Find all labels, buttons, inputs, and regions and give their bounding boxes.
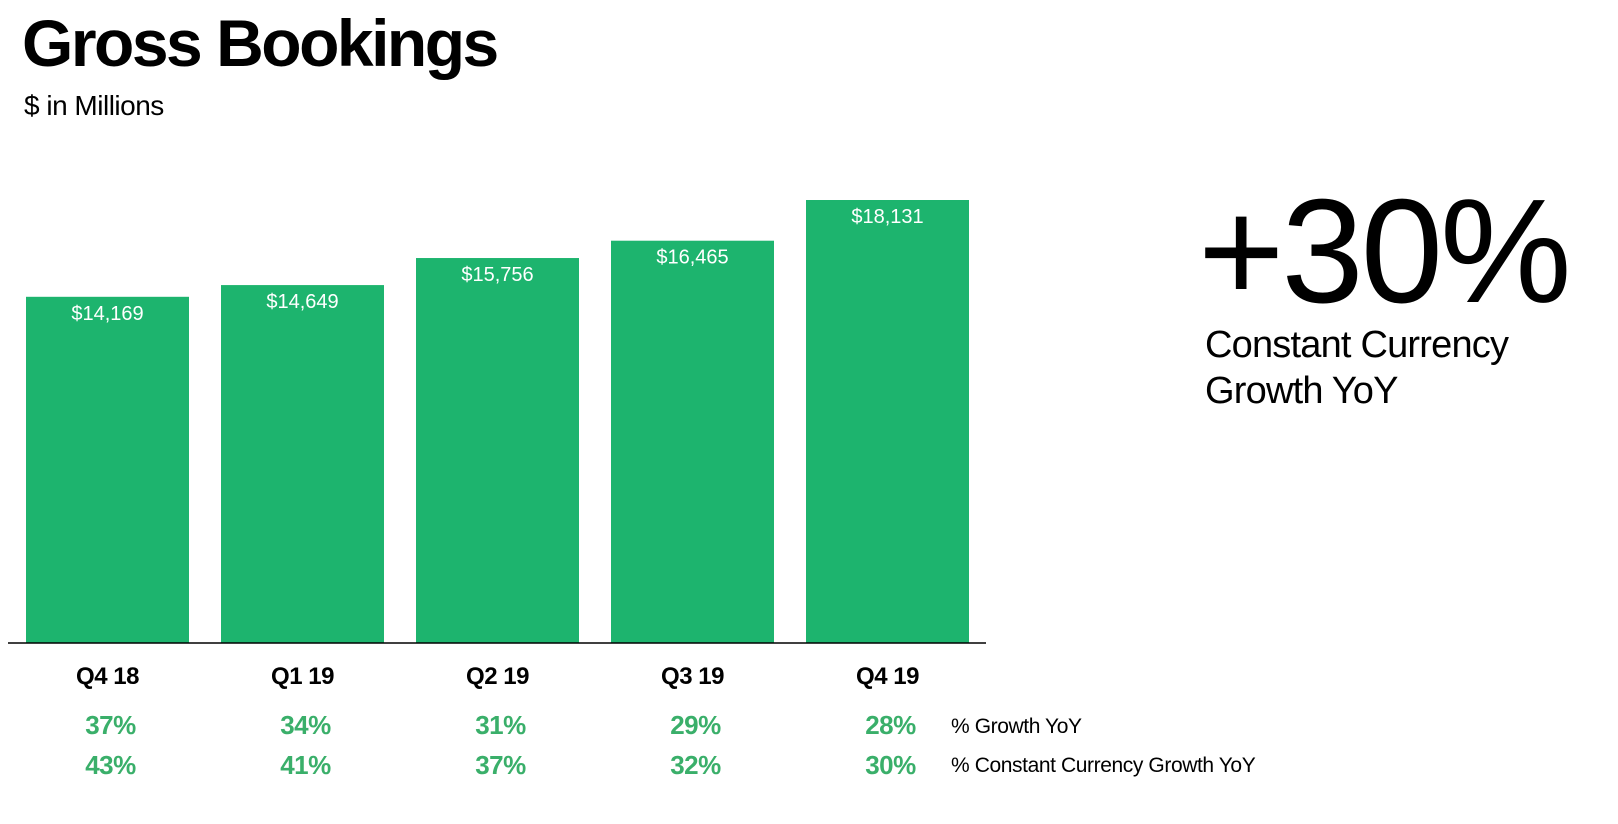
highlight-caption-line2: Growth YoY bbox=[1205, 370, 1399, 412]
bar-value-label: $18,131 bbox=[851, 206, 923, 228]
x-tick-labels: Q4 18 Q1 19 Q2 19 Q3 19 Q4 19 bbox=[76, 663, 920, 690]
constant-currency-growth-value: 30% bbox=[865, 750, 916, 780]
growth-yoy-value: 28% bbox=[865, 710, 916, 740]
growth-yoy-value: 31% bbox=[475, 710, 526, 740]
constant-currency-growth-value: 37% bbox=[475, 750, 526, 780]
bar bbox=[806, 200, 969, 643]
growth-yoy-value: 29% bbox=[670, 710, 721, 740]
highlight-caption: Constant Currency Growth YoY bbox=[1205, 322, 1585, 414]
bars-group: $14,169 $14,649 $15,756 $16,465 $18,131 bbox=[26, 200, 969, 643]
chart-title: Gross Bookings bbox=[22, 6, 499, 80]
bar-value-label: $14,649 bbox=[266, 291, 338, 313]
bar bbox=[416, 258, 579, 643]
highlight-value: +30% bbox=[1198, 169, 1572, 334]
bar-value-label: $15,756 bbox=[461, 264, 533, 286]
bar-value-label: $16,465 bbox=[656, 247, 728, 269]
x-tick-label: Q1 19 bbox=[271, 663, 334, 690]
bar-value-label: $14,169 bbox=[71, 303, 143, 325]
growth-yoy-value: 34% bbox=[280, 710, 331, 740]
x-tick-label: Q3 19 bbox=[661, 663, 724, 690]
growth-yoy-label: % Growth YoY bbox=[951, 715, 1082, 738]
x-tick-label: Q4 19 bbox=[856, 663, 919, 690]
x-tick-label: Q4 18 bbox=[76, 663, 139, 690]
chart-subtitle: $ in Millions bbox=[24, 90, 164, 121]
highlight-caption-line1: Constant Currency bbox=[1205, 324, 1509, 366]
constant-currency-growth-value: 41% bbox=[280, 750, 331, 780]
bar bbox=[611, 240, 774, 643]
growth-rows: 37% 43% 34% 41% 31% 37% 29% 32% 28% 30% bbox=[85, 710, 916, 780]
x-tick-label: Q2 19 bbox=[466, 663, 529, 690]
growth-yoy-value: 37% bbox=[85, 710, 136, 740]
constant-currency-growth-label: % Constant Currency Growth YoY bbox=[951, 754, 1256, 777]
bar bbox=[221, 285, 384, 643]
bar bbox=[26, 296, 189, 643]
constant-currency-growth-value: 43% bbox=[85, 750, 136, 780]
constant-currency-growth-value: 32% bbox=[670, 750, 721, 780]
